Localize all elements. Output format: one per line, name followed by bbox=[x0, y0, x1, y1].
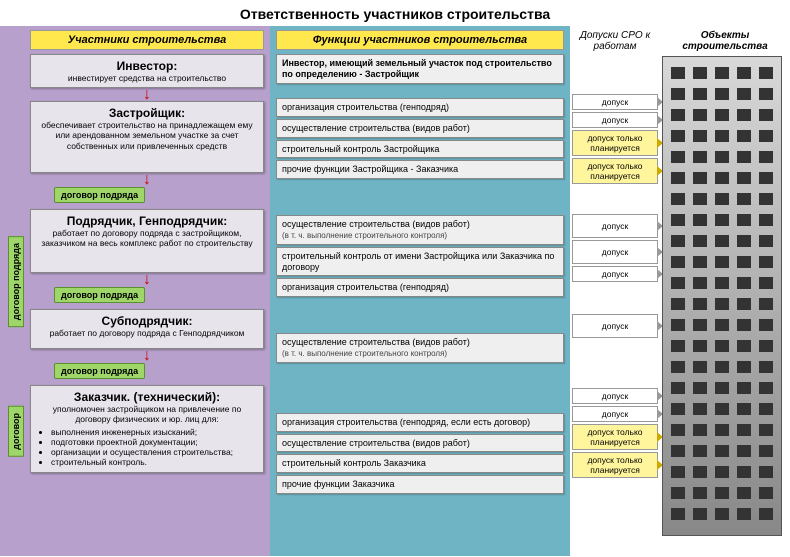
perm-tag: допуск bbox=[572, 214, 658, 238]
contract-tag-1: договор подряда bbox=[54, 187, 145, 203]
customer-bullet: выполнения инженерных изысканий; bbox=[51, 427, 257, 437]
mid-header: Функции участников строительства bbox=[276, 30, 564, 50]
developer-desc: обеспечивает строительство на принадлежа… bbox=[37, 120, 257, 151]
developer-funcs: организация строительства (генподряд) ос… bbox=[276, 98, 564, 179]
participants-column: Участники строительства договор подряда … bbox=[0, 26, 270, 556]
perm-tag: допуск bbox=[572, 112, 658, 128]
perm-header: Допуски СРО к работам bbox=[572, 30, 658, 52]
diagram-body: Участники строительства договор подряда … bbox=[0, 26, 790, 556]
side-label-dogovor: договор bbox=[8, 406, 24, 457]
customer-funcs: организация строительства (генподряд, ес… bbox=[276, 413, 564, 494]
subcontractor-perms: допуск bbox=[572, 314, 658, 338]
func-row: организация строительства (генподряд) bbox=[276, 98, 564, 117]
perm-tag: допуск bbox=[572, 388, 658, 404]
contractor-funcs: осуществление строительства (видов работ… bbox=[276, 215, 564, 297]
func-row: прочие функции Застройщика - Заказчика bbox=[276, 160, 564, 179]
contract-tag-2: договор подряда bbox=[54, 287, 145, 303]
func-text: осуществление строительства (видов работ… bbox=[282, 337, 470, 347]
arrow-down-icon: ↓ bbox=[30, 175, 264, 185]
customer-desc: уполномочен застройщиком на привлечение … bbox=[37, 404, 257, 467]
arrow-down-icon: ↓ bbox=[30, 90, 264, 100]
subcontractor-title: Субподрядчик: bbox=[37, 314, 257, 328]
perm-tag: допуск bbox=[572, 314, 658, 338]
developer-title: Застройщик: bbox=[37, 106, 257, 120]
func-row: осуществление строительства (видов работ… bbox=[276, 333, 564, 363]
contractor-desc: работает по договору подряда с застройщи… bbox=[37, 228, 257, 248]
contractor-box: Подрядчик, Генподрядчик: работает по дог… bbox=[30, 209, 264, 273]
func-row: осуществление строительства (видов работ… bbox=[276, 119, 564, 138]
func-row: строительный контроль от имени Застройщи… bbox=[276, 247, 564, 277]
perm-tag: допуск bbox=[572, 94, 658, 110]
img-header: Объекты строительства bbox=[662, 30, 788, 52]
perm-tag-planned: допуск только планируется bbox=[572, 130, 658, 156]
customer-bullet: подготовки проектной документации; bbox=[51, 437, 257, 447]
func-row: прочие функции Заказчика bbox=[276, 475, 564, 494]
customer-box: Заказчик. (технический): уполномочен зас… bbox=[30, 385, 264, 473]
building-illustration: document.write(Array.from({length:22},(_… bbox=[662, 56, 782, 536]
image-column: Объекты строительства document.write(Arr… bbox=[660, 26, 790, 556]
func-row: организация строительства (генподряд, ес… bbox=[276, 413, 564, 432]
subcontractor-box: Субподрядчик: работает по договору подря… bbox=[30, 309, 264, 349]
developer-box: Застройщик: обеспечивает строительство н… bbox=[30, 101, 264, 173]
perm-tag-planned: допуск только планируется bbox=[572, 452, 658, 478]
developer-perms: допуск допуск допуск только планируется … bbox=[572, 94, 658, 184]
perm-tag-planned: допуск только планируется bbox=[572, 424, 658, 450]
func-row: осуществление строительства (видов работ… bbox=[276, 434, 564, 453]
subcontractor-funcs: осуществление строительства (видов работ… bbox=[276, 333, 564, 363]
func-sub: (в т. ч. выполнение строительного контро… bbox=[282, 231, 447, 240]
customer-bullets: выполнения инженерных изысканий; подгото… bbox=[37, 427, 257, 468]
investor-func: Инвестор, имеющий земельный участок под … bbox=[276, 54, 564, 84]
func-text: осуществление строительства (видов работ… bbox=[282, 219, 470, 229]
main-title: Ответственность участников строительства bbox=[0, 0, 790, 26]
customer-bullet: организации и осуществления строительств… bbox=[51, 447, 257, 457]
func-row: осуществление строительства (видов работ… bbox=[276, 215, 564, 245]
customer-title: Заказчик. (технический): bbox=[37, 390, 257, 404]
permissions-column: Допуски СРО к работам допуск допуск допу… bbox=[570, 26, 660, 556]
func-row: строительный контроль Заказчика bbox=[276, 454, 564, 473]
arrow-down-icon: ↓ bbox=[30, 351, 264, 361]
investor-title: Инвестор: bbox=[37, 59, 257, 73]
investor-box: Инвестор: инвестирует средства на строит… bbox=[30, 54, 264, 88]
subcontractor-desc: работает по договору подряда с Генподряд… bbox=[37, 328, 257, 338]
customer-bullet: строительный контроль. bbox=[51, 457, 257, 467]
side-label-contract: договор подряда bbox=[8, 236, 24, 327]
func-sub: (в т. ч. выполнение строительного контро… bbox=[282, 349, 447, 358]
left-header: Участники строительства bbox=[30, 30, 264, 50]
functions-column: Функции участников строительства Инвесто… bbox=[270, 26, 570, 556]
arrow-down-icon: ↓ bbox=[30, 275, 264, 285]
investor-desc: инвестирует средства на строительство bbox=[37, 73, 257, 83]
func-row: строительный контроль Застройщика bbox=[276, 140, 564, 159]
perm-tag: допуск bbox=[572, 266, 658, 282]
customer-perms: допуск допуск допуск только планируется … bbox=[572, 388, 658, 478]
func-row: организация строительства (генподряд) bbox=[276, 278, 564, 297]
contract-tag-3: договор подряда bbox=[54, 363, 145, 379]
perm-tag: допуск bbox=[572, 406, 658, 422]
contractor-title: Подрядчик, Генподрядчик: bbox=[37, 214, 257, 228]
contractor-perms: допуск допуск допуск bbox=[572, 214, 658, 282]
customer-desc-text: уполномочен застройщиком на привлечение … bbox=[53, 404, 241, 424]
perm-tag: допуск bbox=[572, 240, 658, 264]
perm-tag-planned: допуск только планируется bbox=[572, 158, 658, 184]
